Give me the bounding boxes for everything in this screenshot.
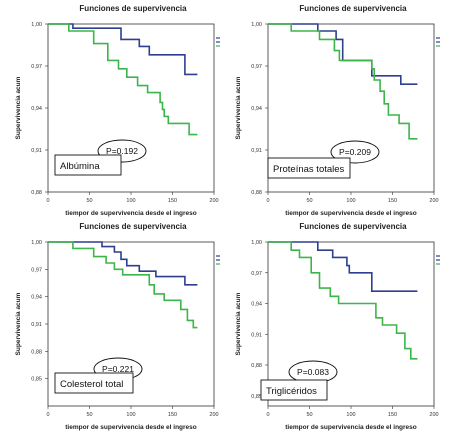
x-tick-label: 200 (429, 412, 438, 418)
y-tick-label: 1,00 (251, 240, 262, 246)
x-tick-label: 100 (126, 412, 135, 418)
x-tick-label: 100 (346, 412, 355, 418)
y-tick-label: 0,85 (31, 377, 42, 383)
y-tick-label: 0,91 (251, 332, 262, 338)
variable-label-box (260, 379, 328, 401)
y-tick-label: 0,85 (251, 394, 262, 400)
y-tick-label: 0,88 (31, 190, 42, 196)
variable-label: Albúmina (60, 161, 100, 172)
y-axis-label: Supervivencia acum (235, 76, 242, 139)
y-axis-label: Supervivencia acum (235, 292, 242, 355)
chart-panel-1: Funciones de supervivencia 1,00 0,97 0,94 0,… (15, 4, 220, 217)
chart-title: Funciones de supervivencia (79, 222, 187, 231)
y-axis-label: Supervivencia acum (15, 292, 22, 355)
x-axis-label: tiempor de supervivencia desde el ingres… (285, 424, 417, 431)
series-line-1 (48, 241, 198, 286)
y-tick-label: 0,88 (31, 349, 42, 355)
series-line-2 (268, 241, 418, 360)
chart-title: Funciones de supervivencia (299, 4, 407, 13)
series-line-2 (48, 241, 198, 329)
chart-panel-3: Funciones de supervivencia 1,00 0,97 0,94 0,… (15, 222, 220, 431)
x-tick-label: 200 (209, 412, 218, 418)
y-tick-label: 1,00 (31, 22, 42, 28)
x-tick-label: 200 (209, 198, 218, 204)
x-tick-label: 50 (306, 412, 312, 418)
x-tick-label: 200 (429, 198, 438, 204)
x-axis-label: tiempor de supervivencia desde el ingres… (65, 424, 197, 431)
x-tick-label: 150 (388, 198, 397, 204)
series-line-1 (48, 23, 198, 76)
series-line-1 (268, 241, 418, 292)
y-tick-label: 0,97 (31, 64, 42, 70)
p-value-text: P=0.083 (297, 367, 329, 377)
y-tick-label: 1,00 (31, 240, 42, 246)
variable-label-box (54, 154, 122, 176)
x-axis-label: tiempor de supervivencia desde el ingres… (285, 210, 417, 217)
x-tick-label: 150 (168, 412, 177, 418)
y-axis-label: Supervivencia acum (15, 76, 22, 139)
chart-panel-4: Funciones de supervivencia 1,00 0,97 0,94 0,… (235, 222, 440, 431)
series-line-2 (268, 23, 418, 140)
variable-label-box (267, 157, 351, 179)
y-tick-label: 0,94 (31, 295, 42, 301)
p-value-text: P=0.209 (339, 147, 371, 157)
y-tick-label: 0,94 (251, 106, 262, 112)
y-tick-label: 1,00 (251, 22, 262, 28)
x-axis-label: tiempor de supervivencia desde el ingres… (65, 210, 197, 217)
x-tick-label: 50 (86, 198, 92, 204)
chart-panel-2: Funciones de supervivencia 1,00 0,97 0,94 0,… (235, 4, 440, 217)
p-value-text: P=0.192 (106, 146, 138, 156)
x-tick-label: 150 (168, 198, 177, 204)
y-tick-label: 0,94 (251, 302, 262, 308)
y-tick-label: 0,94 (31, 106, 42, 112)
x-tick-label: 0 (266, 198, 269, 204)
y-tick-label: 0,91 (31, 148, 42, 154)
y-tick-label: 0,91 (251, 148, 262, 154)
series-line-1 (268, 23, 418, 85)
y-tick-label: 0,88 (251, 363, 262, 369)
variable-label: Colesterol total (60, 379, 123, 390)
variable-label: Proteínas totales (273, 164, 345, 175)
x-tick-label: 0 (46, 198, 49, 204)
chart-title: Funciones de supervivencia (79, 4, 187, 13)
variable-label-box (54, 372, 134, 394)
x-tick-label: 50 (306, 198, 312, 204)
p-value-text: P=0.221 (102, 364, 134, 374)
y-tick-label: 0,97 (31, 267, 42, 273)
x-tick-label: 0 (46, 412, 49, 418)
y-tick-label: 0,88 (251, 190, 262, 196)
x-tick-label: 150 (388, 412, 397, 418)
y-tick-label: 0,97 (251, 64, 262, 70)
x-tick-label: 100 (346, 198, 355, 204)
variable-label: Triglicéridos (266, 386, 317, 397)
x-tick-label: 0 (266, 412, 269, 418)
chart-title: Funciones de supervivencia (299, 222, 407, 231)
y-tick-label: 0,91 (31, 322, 42, 328)
series-line-2 (48, 23, 198, 136)
p-value-oval (330, 140, 380, 164)
x-tick-label: 100 (126, 198, 135, 204)
x-tick-label: 50 (86, 412, 92, 418)
y-tick-label: 0,97 (251, 271, 262, 277)
